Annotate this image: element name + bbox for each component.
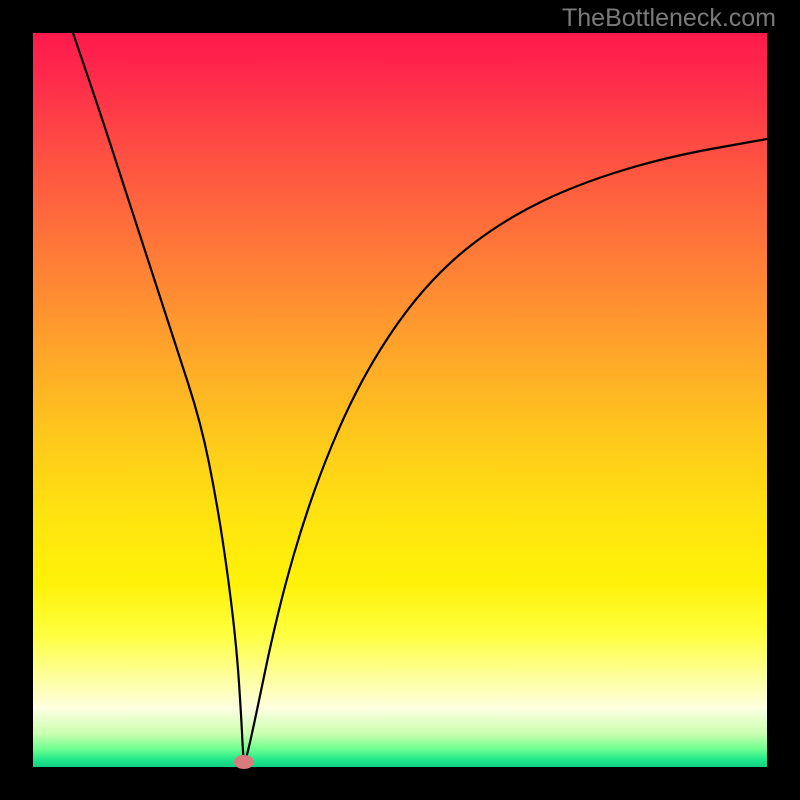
watermark-text: TheBottleneck.com bbox=[562, 4, 776, 33]
chart-stage: TheBottleneck.com bbox=[0, 0, 800, 800]
optimum-marker bbox=[234, 755, 254, 769]
plot-area bbox=[33, 33, 767, 767]
bottleneck-curve bbox=[33, 33, 767, 767]
